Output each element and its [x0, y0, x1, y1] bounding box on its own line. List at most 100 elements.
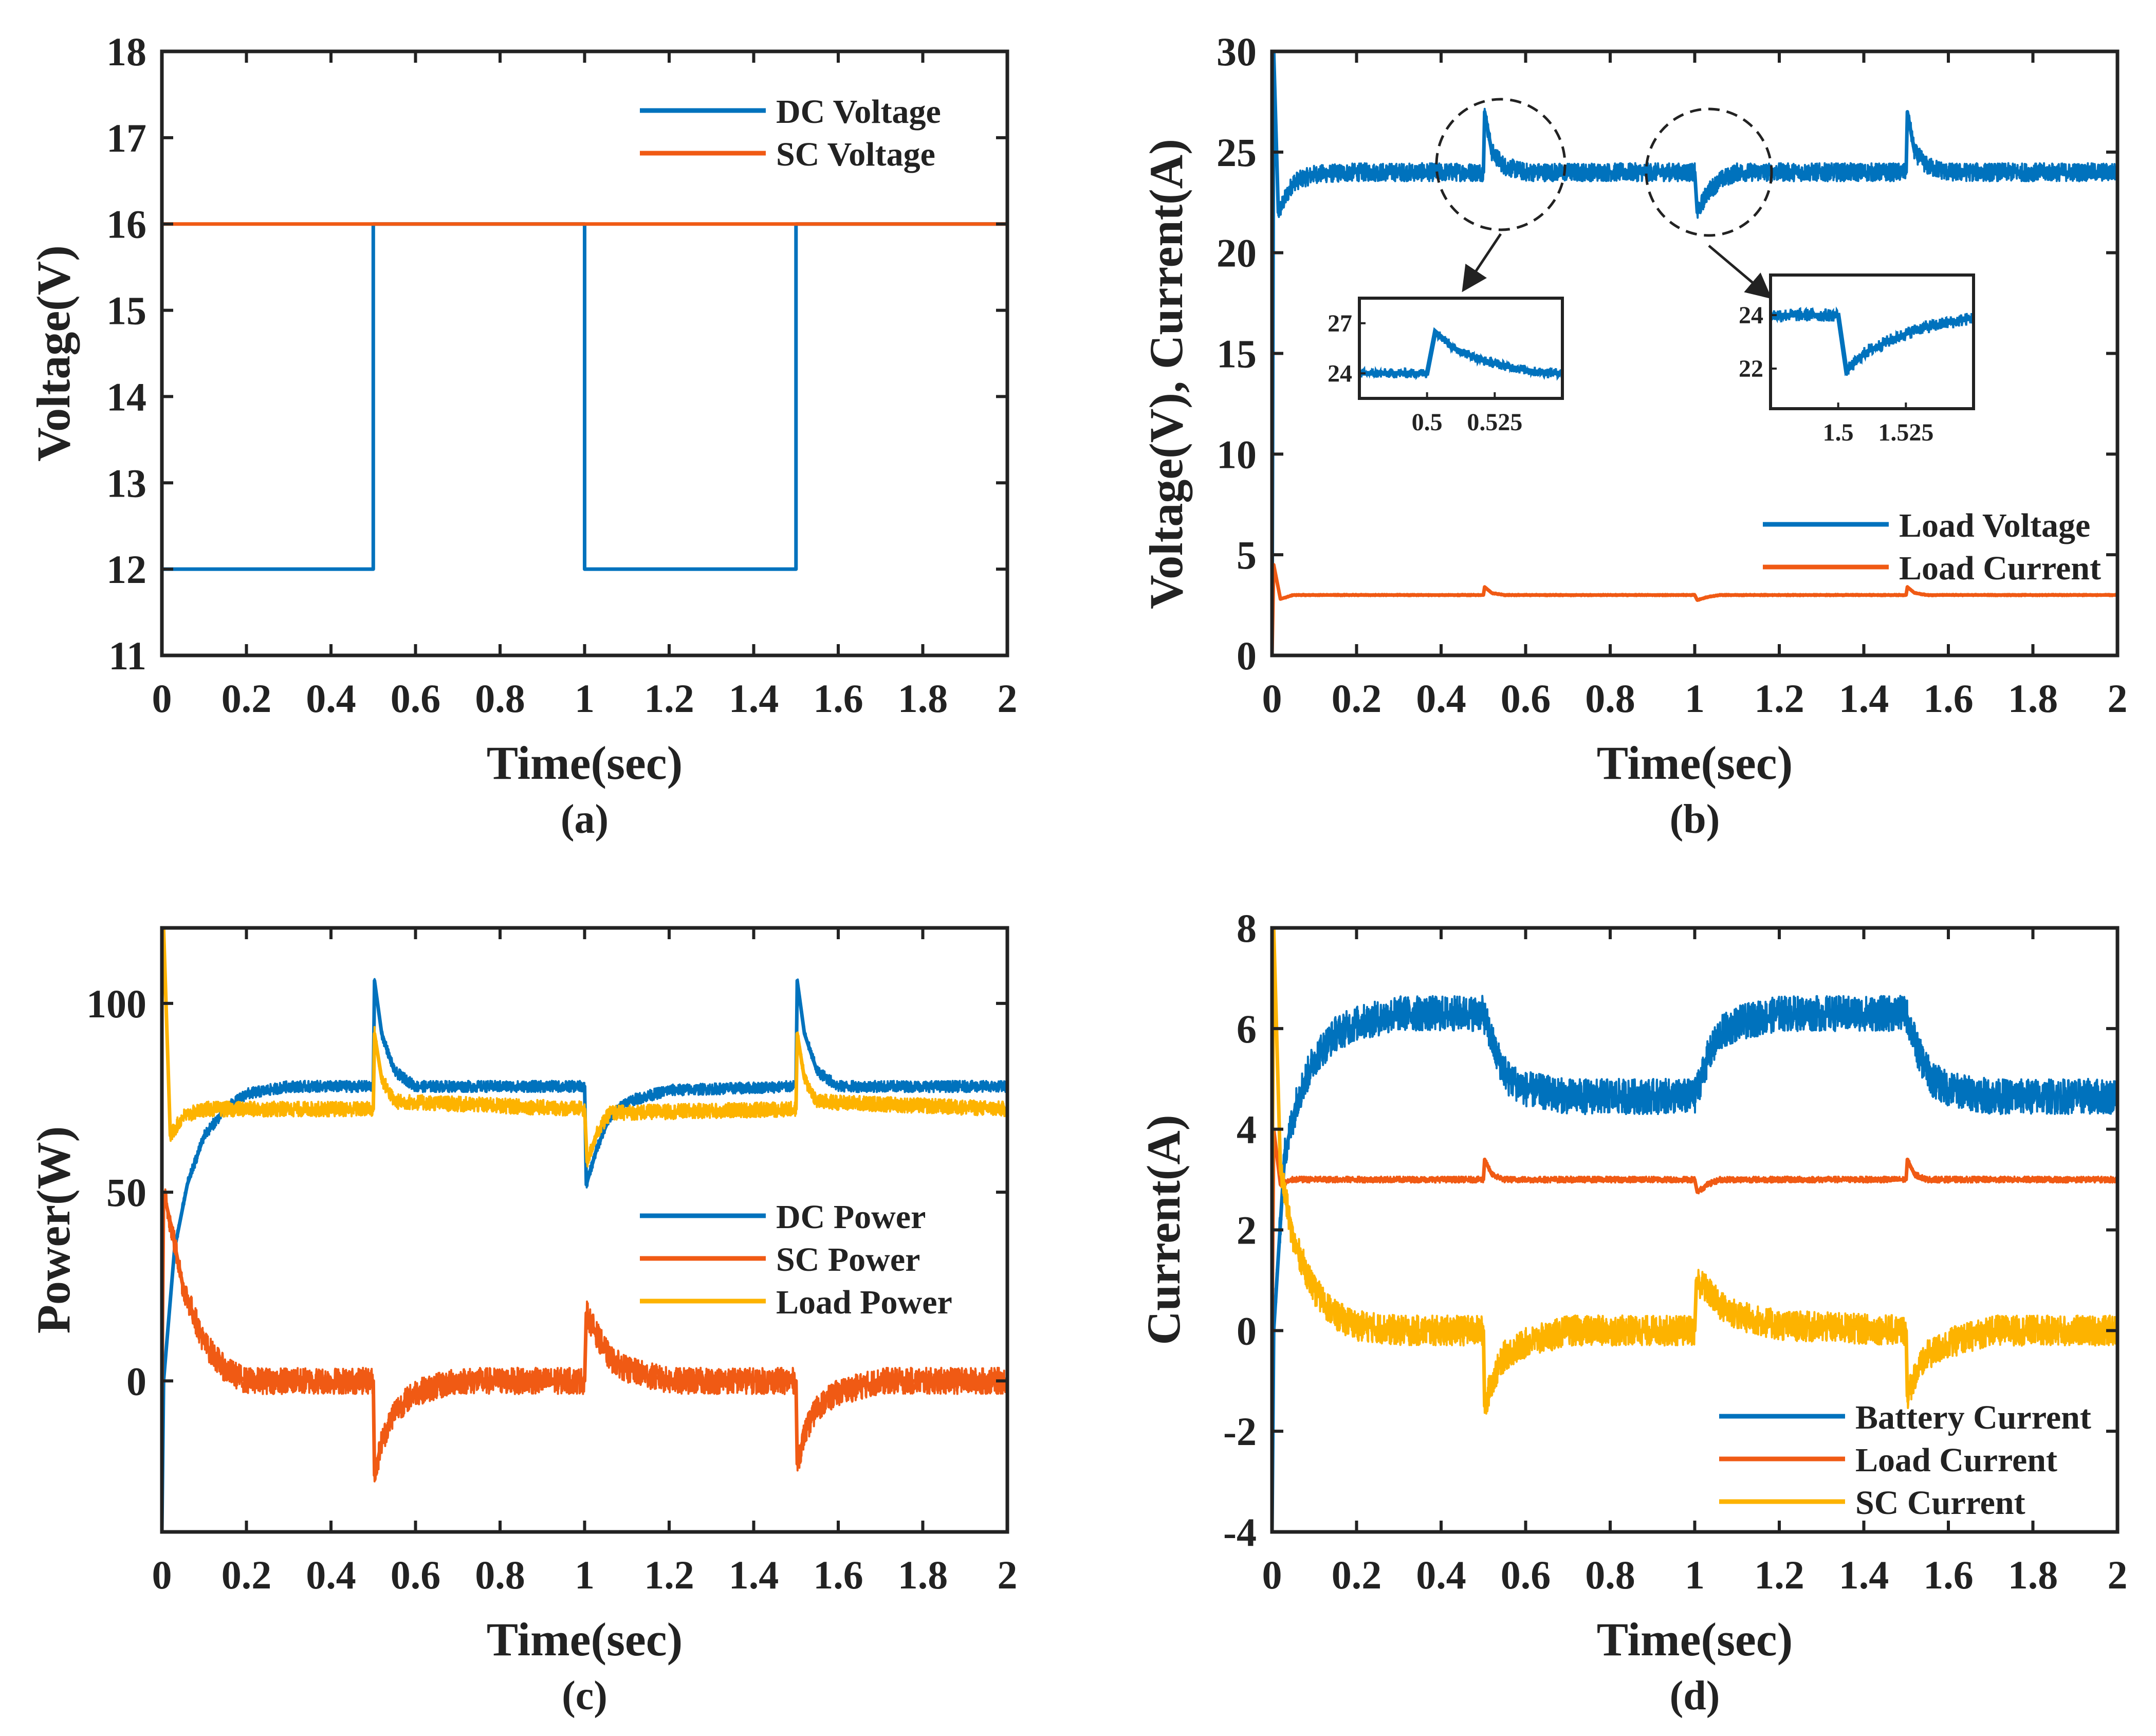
- x-tick-label: 0.2: [1332, 1552, 1382, 1597]
- x-tick-label: 0: [1262, 676, 1282, 721]
- x-tick-label: 1: [1685, 1552, 1705, 1597]
- inset-y-tick-label: 24: [1739, 302, 1763, 329]
- inset-x-tick-label: 0.5: [1412, 409, 1443, 436]
- x-tick-label: 0.2: [222, 676, 272, 721]
- chart-b: 0 0.2 0.4 0.6 0.8 1 1.2 1.4 1.6 1.8 2051015202530T…: [1140, 29, 2128, 842]
- inset-frame: [1358, 297, 1564, 400]
- inset-background: [1771, 275, 1974, 409]
- inset-frame: [1769, 273, 1975, 410]
- series-trend-load-current: [1272, 563, 2117, 655]
- legend-entry: Load Current: [1719, 1441, 2057, 1479]
- y-tick-label: 15: [106, 288, 146, 333]
- legend-entry: DC Power: [640, 1198, 926, 1236]
- legend-entry: Load Voltage: [1763, 507, 2090, 544]
- series-trend-load-voltage: [1272, 51, 2117, 655]
- y-axis-label: Power(W): [27, 1126, 80, 1334]
- y-tick-label: 0: [1237, 633, 1257, 678]
- series-trend-load-current: [1272, 1127, 2117, 1331]
- legend-entry: Battery Current: [1719, 1399, 2091, 1436]
- inset-y-tick-label: 27: [1328, 310, 1352, 337]
- x-tick-label: 1.4: [729, 676, 779, 721]
- legend-label: Load Current: [1899, 550, 2101, 587]
- chart-a: 0 0.2 0.4 0.6 0.8 1 1.2 1.4 1.6 1.8 2 11 12 13 14 15 16 1…: [27, 29, 1018, 842]
- y-tick-label: 10: [1217, 432, 1257, 477]
- panel-label: (b): [1670, 797, 1720, 842]
- inset-line: [1359, 327, 1562, 376]
- y-tick-label: 50: [106, 1170, 146, 1215]
- panel-label: (d): [1670, 1673, 1720, 1719]
- inset-y-tick-label: 24: [1328, 360, 1352, 387]
- y-tick-label: 6: [1237, 1007, 1257, 1051]
- legend-label: SC Power: [776, 1241, 920, 1278]
- x-tick-label: 0.8: [475, 1552, 525, 1597]
- x-tick-label: 1.6: [1923, 676, 1974, 721]
- x-tick-label: 1.2: [644, 1552, 694, 1597]
- inset-series: [1359, 327, 1562, 381]
- y-tick-label: 0: [126, 1359, 146, 1403]
- legend-entry: Load Power: [640, 1284, 952, 1321]
- inset-y-tick-label: 22: [1739, 355, 1763, 382]
- series-trend-load-power: [162, 928, 1007, 1164]
- x-tick-label: 1.4: [1839, 1552, 1889, 1597]
- x-tick-label: 0: [1262, 1552, 1282, 1597]
- x-axis-label: Time(sec): [1597, 1613, 1793, 1666]
- zoom-circle-1: [1435, 98, 1567, 231]
- y-axis-label: Voltage(V), Current(A): [1140, 139, 1192, 609]
- y-tick-label: 13: [106, 461, 146, 505]
- x-tick-label: 1.6: [813, 1552, 863, 1597]
- y-tick-label: 15: [1217, 332, 1257, 376]
- zoom-circle-2: [1645, 107, 1773, 237]
- inset-background: [1359, 298, 1562, 398]
- x-tick-label: 1.8: [898, 1552, 948, 1597]
- y-axis-label: Voltage(V): [27, 245, 80, 462]
- plot-area: [162, 928, 1007, 1532]
- x-tick-label: 2: [998, 676, 1018, 721]
- inset-x-tick-label: 0.525: [1467, 409, 1522, 436]
- x-tick-label: 0.6: [1501, 676, 1551, 721]
- legend-label: Load Current: [1855, 1441, 2057, 1479]
- legend-entry: SC Power: [640, 1241, 920, 1278]
- y-tick-label: 12: [106, 547, 146, 592]
- legend-label: Load Power: [776, 1284, 952, 1321]
- x-tick-label: 0.2: [222, 1552, 272, 1597]
- x-tick-label: 0.8: [475, 676, 525, 721]
- y-tick-label: 16: [106, 202, 146, 247]
- x-tick-label: 0.6: [1501, 1552, 1551, 1597]
- x-tick-label: 1.2: [1754, 676, 1804, 721]
- legend-label: SC Current: [1855, 1484, 2025, 1522]
- inset-x-tick-label: 1.525: [1878, 419, 1933, 446]
- legend-entry: SC Current: [1719, 1484, 2025, 1522]
- series-group: [162, 928, 1007, 1532]
- inset-line: [1771, 313, 1974, 376]
- zoom-arrow-2: [1708, 245, 1772, 299]
- y-tick-label: 8: [1237, 906, 1257, 951]
- zoom-arrow-1: [1462, 233, 1502, 293]
- x-tick-label: 2: [998, 1552, 1018, 1597]
- y-tick-label: 30: [1217, 29, 1257, 74]
- x-tick-label: 2: [2108, 676, 2128, 721]
- x-tick-label: 1.8: [2008, 676, 2058, 721]
- y-axis-label: Current(A): [1137, 1115, 1190, 1345]
- series-group: [1272, 928, 2117, 1532]
- x-tick-label: 0: [152, 1552, 172, 1597]
- x-tick-label: 2: [2108, 1552, 2128, 1597]
- y-tick-label: -2: [1223, 1409, 1257, 1454]
- y-tick-label: 2: [1237, 1208, 1257, 1253]
- x-tick-label: 0.4: [306, 676, 356, 721]
- y-tick-label: 4: [1237, 1107, 1257, 1152]
- x-tick-label: 0.8: [1585, 676, 1635, 721]
- legend-label: Battery Current: [1855, 1399, 2091, 1436]
- x-tick-label: 0.2: [1332, 676, 1382, 721]
- x-tick-label: 0.6: [391, 676, 441, 721]
- panel-label: (a): [561, 797, 609, 842]
- x-tick-label: 1.8: [2008, 1552, 2058, 1597]
- chart-d: 0 0.2 0.4 0.6 0.8 1 1.2 1.4 1.6 1.8 2 -4 -2 0 2 4 6 8 Time…: [1137, 906, 2128, 1719]
- legend-entry: Load Current: [1763, 550, 2101, 587]
- series-group: [162, 222, 1007, 571]
- y-tick-label: 11: [108, 633, 146, 678]
- x-tick-label: 0: [152, 676, 172, 721]
- inset-1: 0.5 0.525 24 27: [1328, 297, 1564, 436]
- x-tick-label: 0.4: [1416, 676, 1466, 721]
- inset-series: [1771, 306, 1974, 376]
